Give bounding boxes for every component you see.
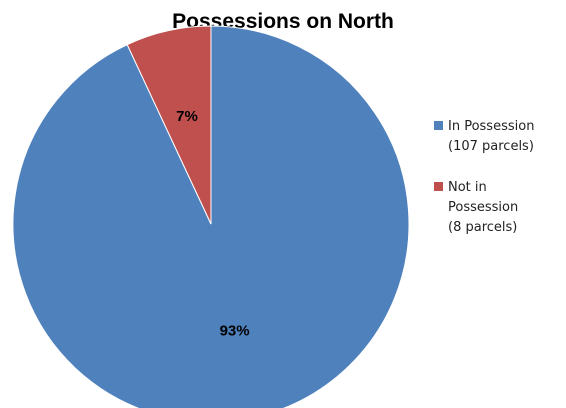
legend: In Possession (107 parcels) Not in Possessi… <box>434 119 534 235</box>
pie-slice-label-2: 7% <box>176 108 198 125</box>
pie-slices <box>12 25 410 408</box>
pie-slice-1 <box>12 25 410 408</box>
legend-swatch-1 <box>434 121 443 130</box>
legend-entry-2: Not in Possession (8 parcels) <box>434 180 518 235</box>
legend-label-2: Not in Possession (8 parcels) <box>448 180 518 235</box>
legend-entry-1: In Possession (107 parcels) <box>434 119 534 154</box>
legend-swatch-2 <box>434 182 443 191</box>
pie-slice-2 <box>126 25 212 225</box>
legend-label-1: In Possession (107 parcels) <box>448 119 534 154</box>
pie-slice-label-1: 93% <box>220 322 250 339</box>
pie-slice-labels: 93% 7% <box>176 108 249 339</box>
